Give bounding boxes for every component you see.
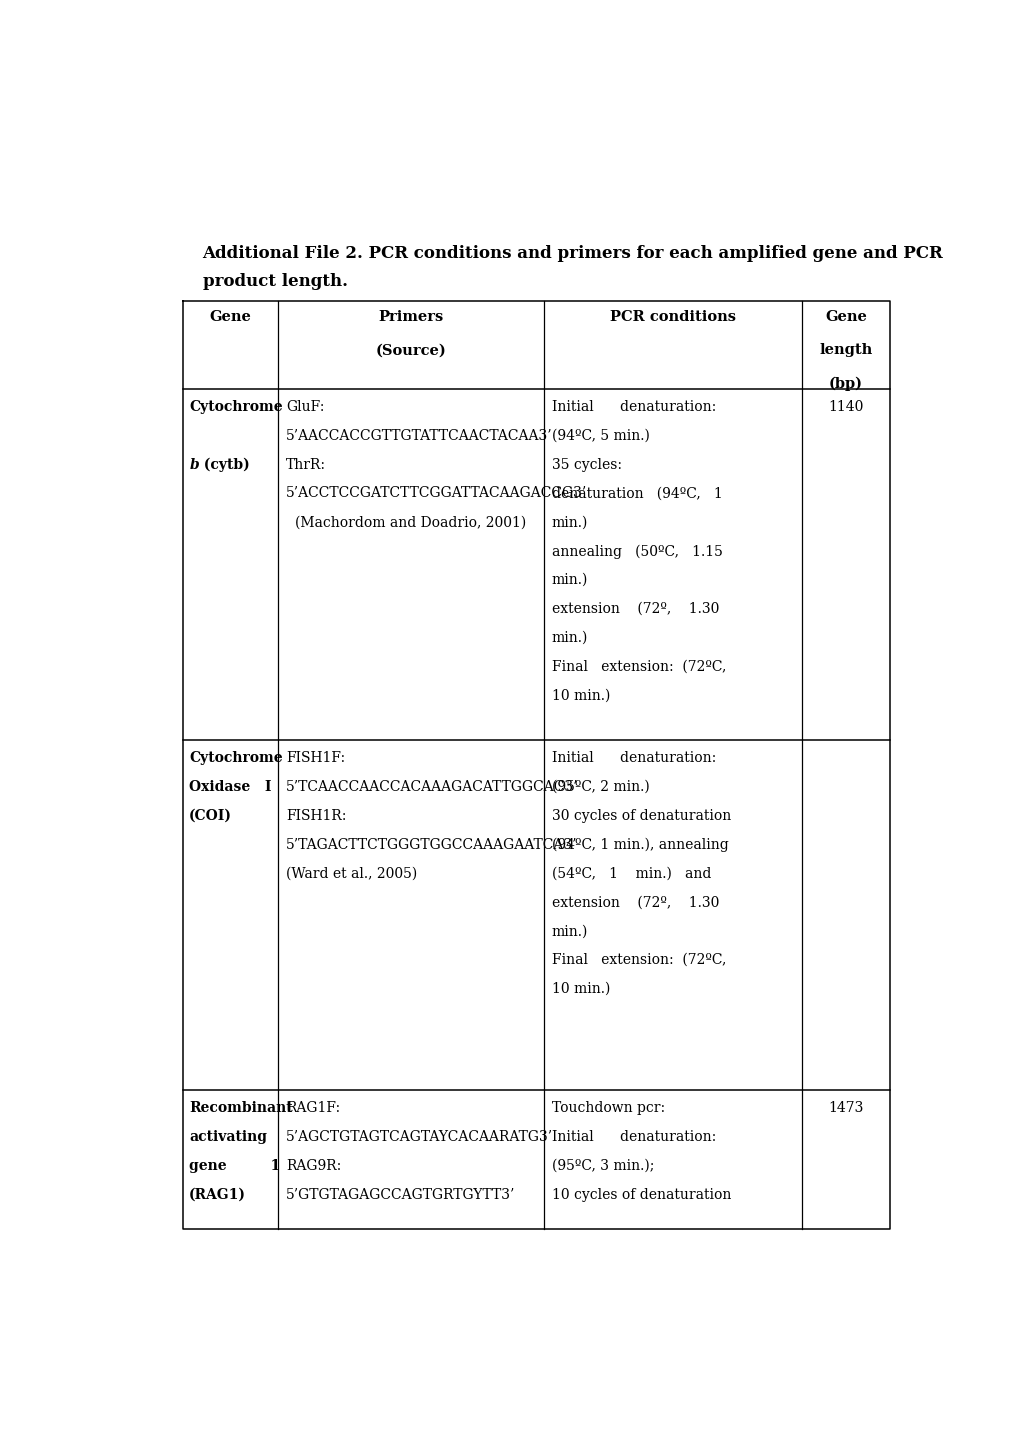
Text: 5’AACCACCGTTGTATTCAACTACAA3’: 5’AACCACCGTTGTATTCAACTACAA3’ (286, 429, 552, 443)
Text: 10 min.): 10 min.) (551, 688, 609, 703)
Text: ThrR:: ThrR: (286, 457, 326, 472)
Text: 5’GTGTAGAGCCAGTGRTGYTT3’: 5’GTGTAGAGCCAGTGRTGYTT3’ (286, 1188, 516, 1202)
Text: 1140: 1140 (827, 400, 863, 414)
Text: (RAG1): (RAG1) (189, 1188, 246, 1202)
Text: 5’ACCTCCGATCTTCGGATTACAAGACCG3’: 5’ACCTCCGATCTTCGGATTACAAGACCG3’ (286, 486, 587, 501)
Text: min.): min.) (551, 573, 587, 587)
Text: PCR conditions: PCR conditions (609, 310, 735, 323)
Text: (Ward et al., 2005): (Ward et al., 2005) (286, 866, 417, 880)
Text: 5’AGCTGTAGTCAGTAYCACAARATG3’: 5’AGCTGTAGTCAGTAYCACAARATG3’ (286, 1130, 553, 1144)
Text: annealing   (50ºC,   1.15: annealing (50ºC, 1.15 (551, 544, 721, 558)
Text: (Machordom and Doadrio, 2001): (Machordom and Doadrio, 2001) (296, 515, 526, 530)
Text: Cytochrome: Cytochrome (189, 400, 282, 414)
Text: extension    (72º,    1.30: extension (72º, 1.30 (551, 895, 718, 909)
Text: length: length (818, 343, 872, 358)
Text: 5’TCAACCAACCACAAAGACATTGGCAC3’: 5’TCAACCAACCACAAAGACATTGGCAC3’ (286, 779, 578, 794)
Text: 10 cycles of denaturation: 10 cycles of denaturation (551, 1188, 731, 1202)
Text: Touchdown pcr:: Touchdown pcr: (551, 1101, 664, 1115)
Text: 10 min.): 10 min.) (551, 983, 609, 996)
Text: b: b (189, 457, 199, 472)
Text: denaturation   (94ºC,   1: denaturation (94ºC, 1 (551, 486, 721, 501)
Text: (94ºC, 1 min.), annealing: (94ºC, 1 min.), annealing (551, 837, 728, 851)
Text: Gene: Gene (824, 310, 866, 323)
Text: (95ºC, 2 min.): (95ºC, 2 min.) (551, 779, 649, 794)
Text: 30 cycles of denaturation: 30 cycles of denaturation (551, 808, 730, 823)
Text: (bp): (bp) (828, 377, 862, 391)
Text: product length.: product length. (203, 273, 347, 290)
Text: Final   extension:  (72ºC,: Final extension: (72ºC, (551, 954, 726, 967)
Text: 35 cycles:: 35 cycles: (551, 457, 621, 472)
Text: Final   extension:  (72ºC,: Final extension: (72ºC, (551, 659, 726, 674)
Text: (COI): (COI) (189, 808, 232, 823)
Text: GluF:: GluF: (286, 400, 324, 414)
Text: Gene: Gene (210, 310, 252, 323)
Text: gene         1: gene 1 (189, 1159, 280, 1173)
Text: Initial      denaturation:: Initial denaturation: (551, 400, 715, 414)
Text: (95ºC, 3 min.);: (95ºC, 3 min.); (551, 1159, 653, 1173)
Text: RAG1F:: RAG1F: (286, 1101, 340, 1115)
Text: FISH1F:: FISH1F: (286, 750, 345, 765)
Text: RAG9R:: RAG9R: (286, 1159, 341, 1173)
Text: (54ºC,   1    min.)   and: (54ºC, 1 min.) and (551, 866, 710, 880)
Text: min.): min.) (551, 515, 587, 530)
Text: (94ºC, 5 min.): (94ºC, 5 min.) (551, 429, 649, 443)
Text: Cytochrome: Cytochrome (189, 750, 282, 765)
Text: 1473: 1473 (827, 1101, 863, 1115)
Text: Primers: Primers (378, 310, 443, 323)
Text: activating: activating (189, 1130, 267, 1144)
Text: 5’TAGACTTCTGGGTGGCCAAAGAATCA3’: 5’TAGACTTCTGGGTGGCCAAAGAATCA3’ (286, 837, 577, 851)
Text: (Source): (Source) (375, 343, 446, 358)
Text: Initial      denaturation:: Initial denaturation: (551, 1130, 715, 1144)
Text: (cytb): (cytb) (199, 457, 250, 472)
Text: Oxidase   I: Oxidase I (189, 779, 271, 794)
Text: extension    (72º,    1.30: extension (72º, 1.30 (551, 602, 718, 616)
Text: Additional File 2. PCR conditions and primers for each amplified gene and PCR: Additional File 2. PCR conditions and pr… (203, 245, 943, 263)
Text: FISH1R:: FISH1R: (286, 808, 346, 823)
Text: Recombinant: Recombinant (189, 1101, 292, 1115)
Text: min.): min.) (551, 925, 587, 938)
Text: Initial      denaturation:: Initial denaturation: (551, 750, 715, 765)
Text: min.): min.) (551, 631, 587, 645)
